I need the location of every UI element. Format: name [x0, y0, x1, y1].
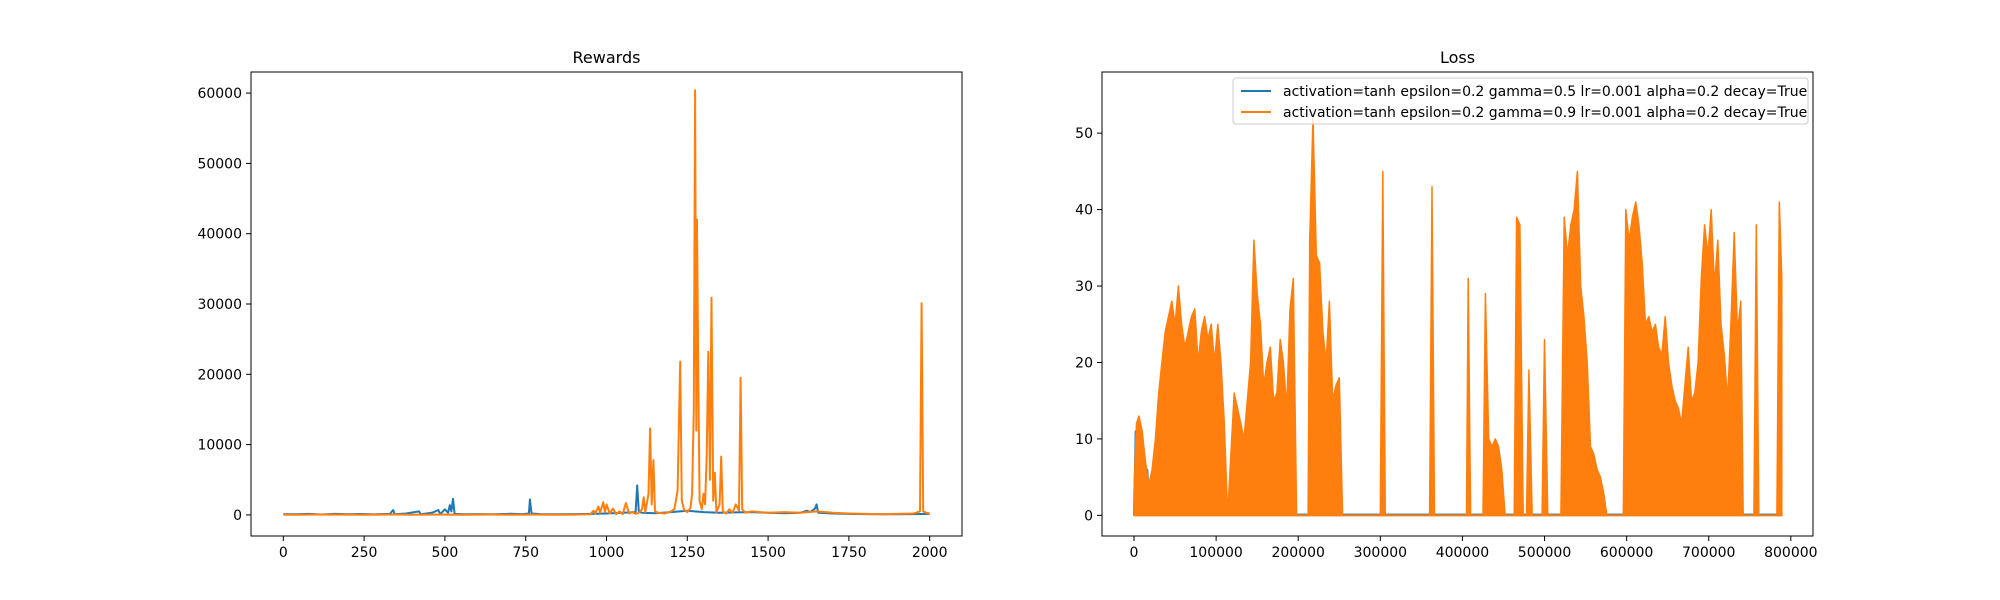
y-tick-label: 0: [233, 508, 242, 524]
x-tick-label: 700000: [1682, 545, 1735, 561]
x-tick-label: 300000: [1354, 545, 1407, 561]
rewards-chart-title: Rewards: [573, 48, 641, 67]
loss-chart-title: Loss: [1440, 48, 1475, 67]
loss-y-axis: 0 10 20 30 40 50: [1075, 126, 1102, 524]
y-tick-label: 10: [1075, 432, 1093, 448]
rewards-y-axis: 0 10000 20000 30000 40000 50000 60000: [197, 86, 251, 524]
series-fill-1: [1133, 117, 1783, 517]
y-tick-label: 40: [1075, 203, 1093, 219]
loss-series-group: [1133, 117, 1783, 517]
legend-box: [1232, 77, 1809, 125]
y-tick-label: 50: [1075, 126, 1093, 142]
rewards-series-group: [283, 89, 930, 516]
loss-x-axis: 0 100000 200000 300000 400000 500000 600000 700…: [1130, 536, 1818, 561]
x-tick-label: 1250: [669, 545, 705, 561]
x-tick-label: 1750: [831, 545, 867, 561]
rewards-x-axis: 0 250 500 750 1000 1250 1500 1750 2000: [279, 536, 948, 561]
legend-label-gamma-0.9: activation=tanh epsilon=0.2 gamma=0.9 lr…: [1283, 105, 1807, 121]
y-tick-label: 60000: [197, 86, 242, 102]
y-tick-label: 40000: [197, 227, 242, 243]
loss-plot-frame: [1101, 71, 1814, 537]
series-line-1: [283, 89, 930, 516]
x-tick-label: 1000: [589, 545, 625, 561]
loss-legend: activation=tanh epsilon=0.2 gamma=0.5 lr…: [1232, 77, 1809, 125]
x-tick-label: 600000: [1600, 545, 1653, 561]
y-tick-label: 10000: [197, 438, 242, 454]
x-tick-label: 0: [1130, 545, 1139, 561]
x-tick-label: 750: [512, 545, 539, 561]
y-tick-label: 20: [1075, 355, 1093, 371]
x-tick-label: 400000: [1436, 545, 1489, 561]
x-tick-label: 800000: [1764, 545, 1817, 561]
x-tick-label: 100000: [1189, 545, 1242, 561]
legend-label-gamma-0.5: activation=tanh epsilon=0.2 gamma=0.5 lr…: [1283, 84, 1807, 100]
y-tick-label: 30000: [197, 297, 242, 313]
loss-chart: Loss 0 100000 200000 300000 400000 500000 6000…: [1075, 48, 1817, 561]
rewards-plot-frame: [250, 71, 963, 537]
y-tick-label: 0: [1084, 508, 1093, 524]
y-tick-label: 50000: [197, 156, 242, 172]
x-tick-label: 500: [432, 545, 459, 561]
x-tick-label: 500000: [1518, 545, 1571, 561]
y-tick-label: 30: [1075, 279, 1093, 295]
y-tick-label: 20000: [197, 367, 242, 383]
x-tick-label: 250: [351, 545, 378, 561]
x-tick-label: 0: [279, 545, 288, 561]
rewards-chart: Rewards 0 250 500 750 1000 1250 1500 1750 2000 0…: [197, 48, 963, 561]
x-tick-label: 1500: [750, 545, 786, 561]
x-tick-label: 200000: [1271, 545, 1324, 561]
x-tick-label: 2000: [912, 545, 948, 561]
